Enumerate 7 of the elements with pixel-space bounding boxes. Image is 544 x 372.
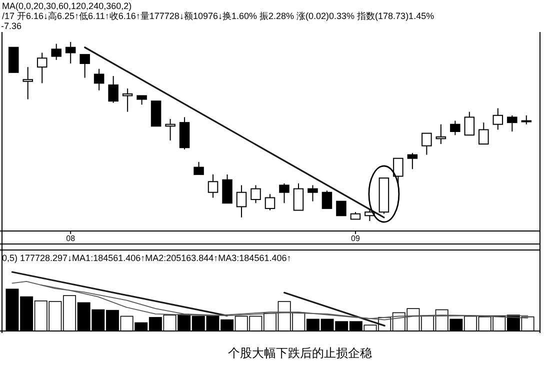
text: 0,5) 177728.297↓MA1:184561.406↑MA2:205163.844↑MA3:184561.406↑ — [2, 253, 292, 263]
x-tick-label: 08 — [66, 234, 76, 243]
x-tick-label: 09 — [351, 234, 360, 243]
text: MA(0,0,20,30,60,120,240,360,2) — [2, 1, 132, 11]
text: -7.36 — [1, 21, 22, 31]
text: 个股大幅下跌后的止损企稳 — [228, 346, 372, 360]
text: /17 开6.16↓高6.25↑低6.11↑收6.16↑量177728↓额10976↓换1.60% 振2.28% 涨(0.02)0.33% 指数(178.73)1.45% — [2, 11, 434, 21]
